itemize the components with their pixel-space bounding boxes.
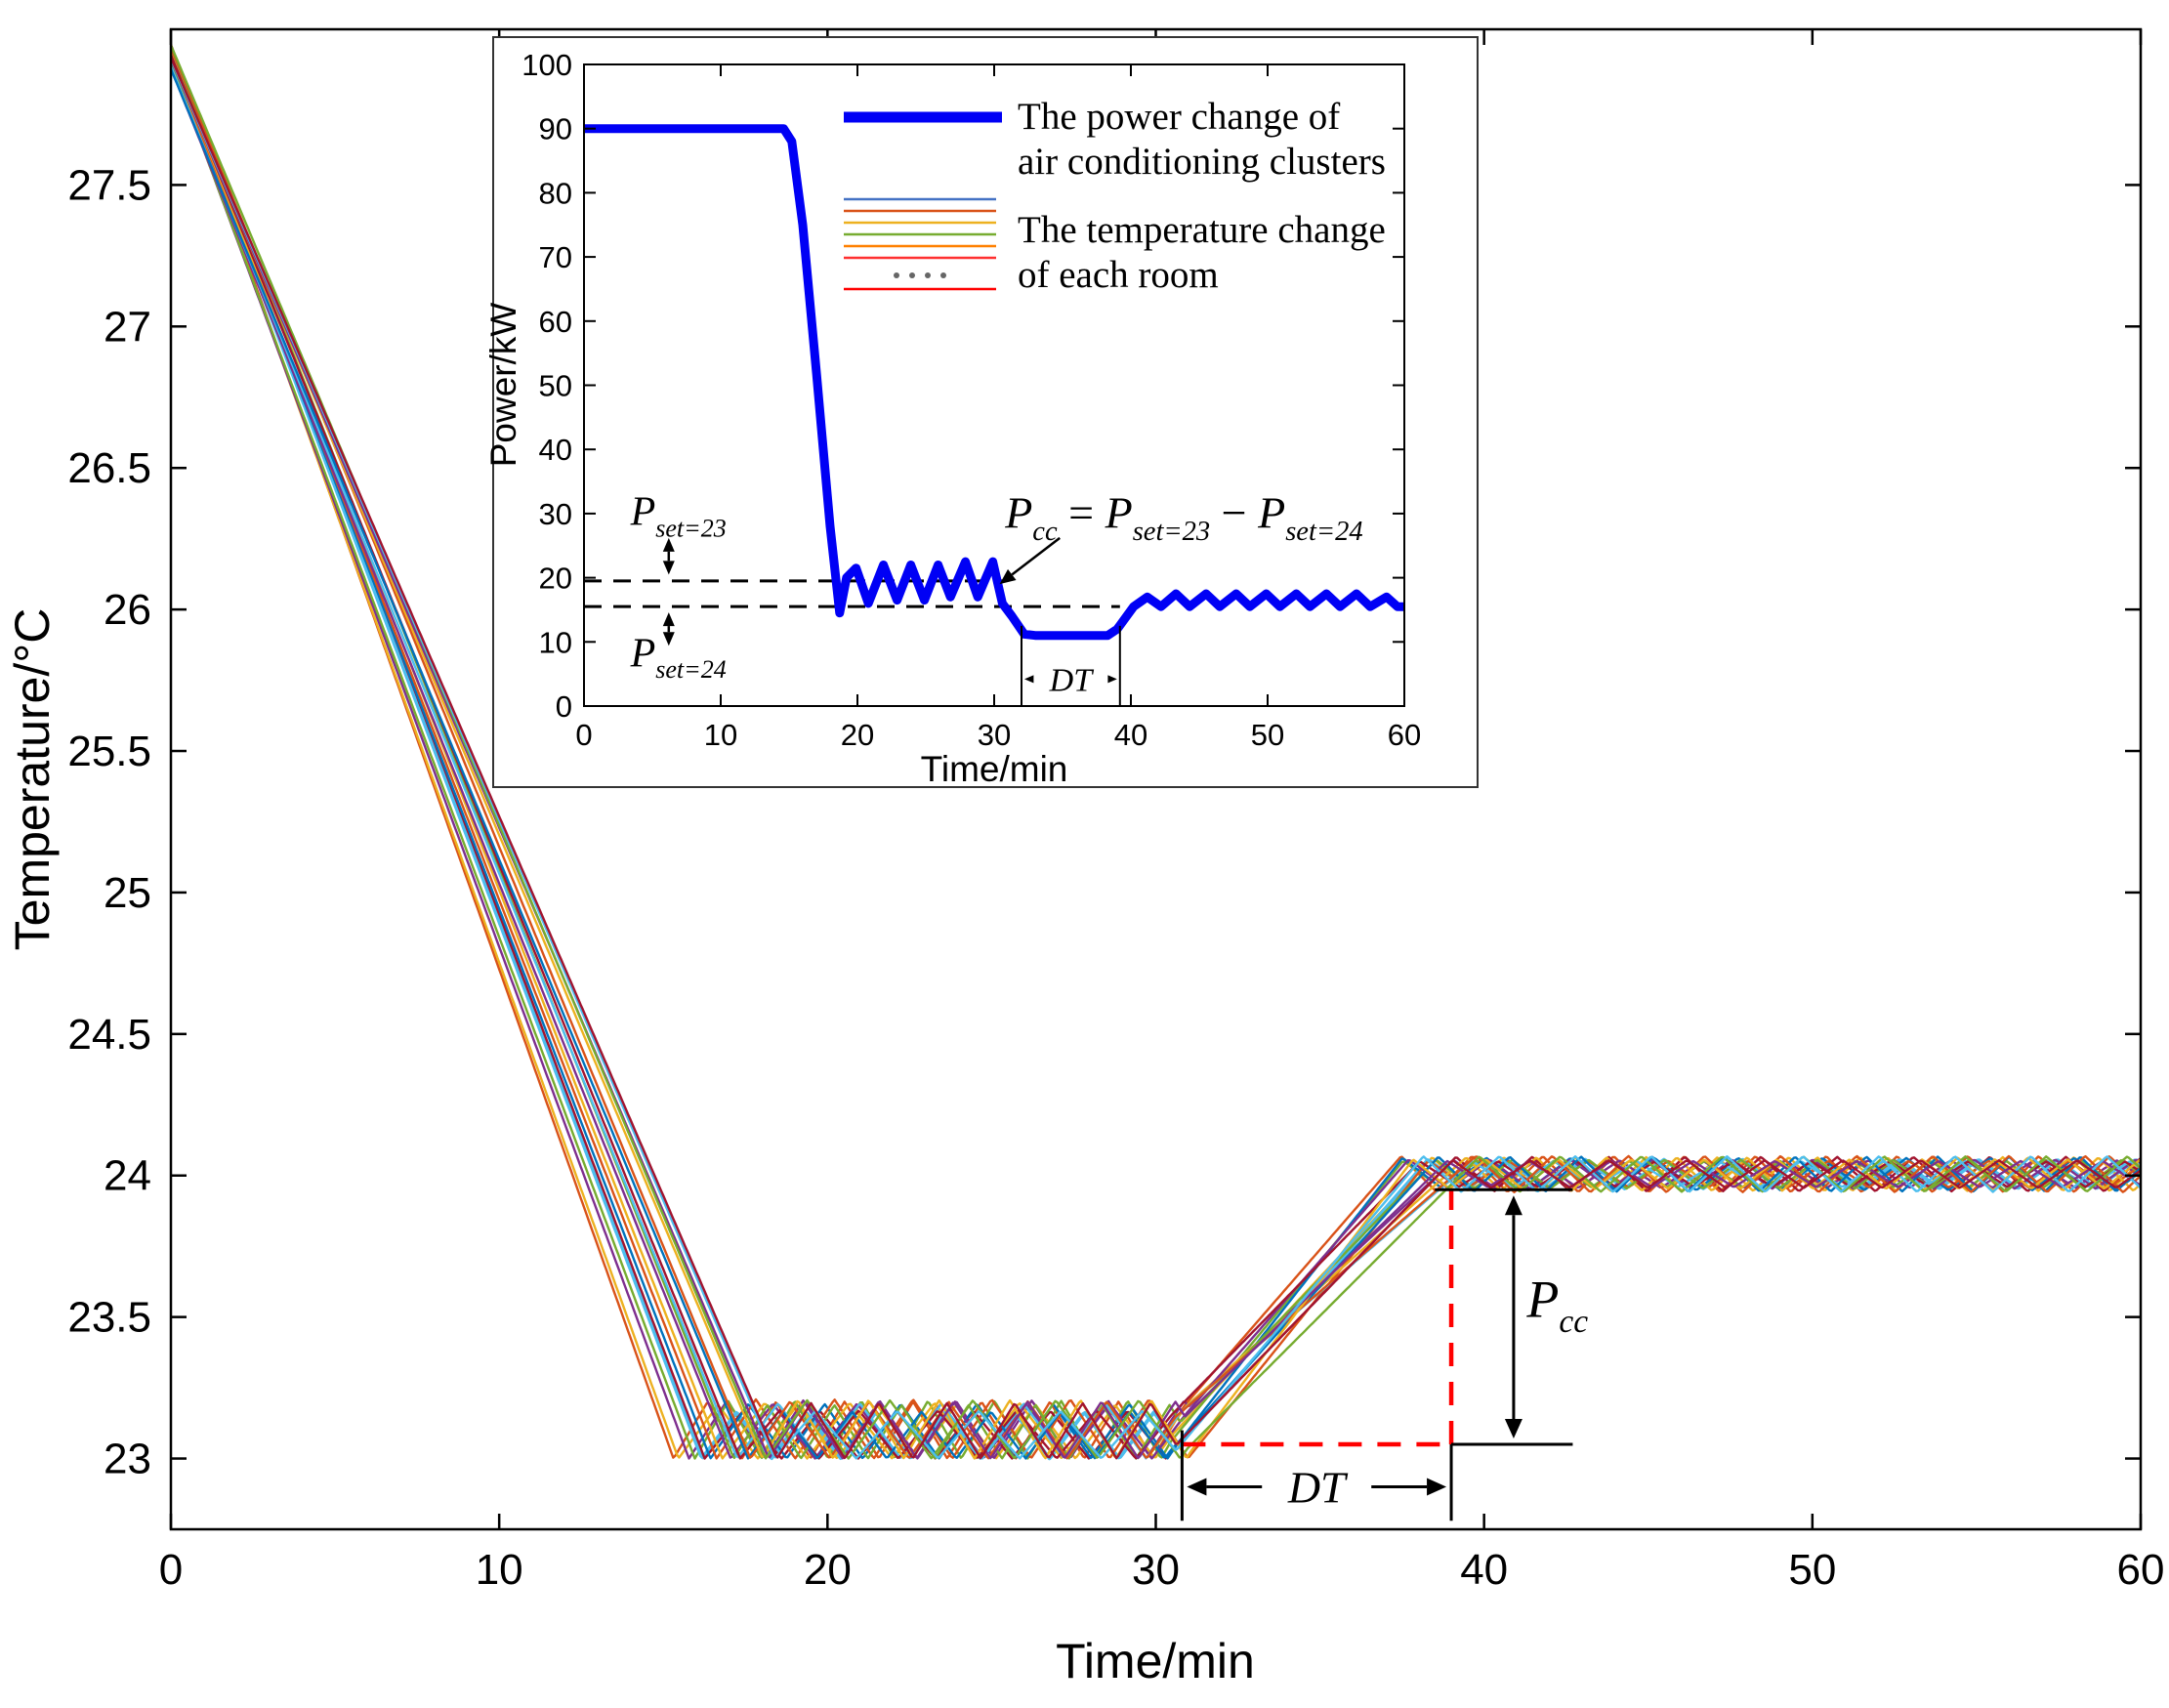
y-tick-label: 25.5 [67,728,151,775]
formula-arrow [1011,536,1061,576]
formula-part: P [1105,487,1133,537]
y-tick-label: 27 [104,303,151,351]
label-subscript: set=24 [655,655,727,684]
legend-ellipsis-dot [925,272,931,278]
x-tick-label: 0 [159,1546,183,1594]
y-tick-label: 26.5 [67,444,151,492]
y-tick-label: 23.5 [67,1294,151,1342]
x-axis-label: Time/min [1056,1634,1255,1688]
label-base: P [630,490,656,535]
room-temperature-line [171,57,2141,1460]
x-tick-label: 20 [804,1546,852,1594]
inset-x-axis-label: Time/min [921,749,1068,789]
y-axis-label: Temperature/°C [5,608,60,951]
pset23-label: Pset=23 [630,490,727,543]
inset-x-tick-label: 40 [1114,718,1147,752]
label-base: P [630,631,656,676]
pset24-arrow-head [662,612,675,627]
room-temperature-line [171,62,2141,1460]
inset-x-tick-label: 50 [1251,718,1284,752]
dt-arrow-head [1187,1478,1207,1496]
y-tick-label: 26 [104,586,151,634]
legend-room-label-line1: The temperature change [1018,209,1386,251]
inset-axis-ticks: 0 10 20 30 40 50 60 0 10 20 30 40 50 60 70 80 90 100 [521,48,1421,752]
x-tick-label: 40 [1460,1546,1508,1594]
main-axes: 0 10 20 30 40 50 60 23 23.5 24 24.5 25 25.5 26 26.5 27 2… [5,27,2164,1688]
pset24-arrow-head [662,632,675,646]
inset-x-tick-label: 0 [575,718,592,752]
formula-part: = [1058,487,1105,537]
legend-power-label-line1: The power change of [1018,96,1340,138]
power-line [584,124,1404,641]
power-series-group [584,124,1404,641]
room-temperature-line [171,58,2141,1460]
formula-arrow-head [999,568,1017,585]
inset-y-tick-label: 90 [539,112,572,146]
formula-part: − [1210,487,1258,537]
inset-y-tick-label: 50 [539,369,572,403]
inset-y-tick-label: 10 [539,625,572,659]
inset-y-tick-label: 20 [539,562,572,596]
y-tick-label: 25 [104,869,151,917]
formula-part: set=23 [1133,517,1210,547]
y-tick-label: 27.5 [67,161,151,209]
inset-y-tick-label: 40 [539,433,572,467]
label-base: P [1525,1271,1559,1329]
pcc-arrow-head [1504,1419,1522,1439]
x-tick-label: 60 [2117,1546,2165,1594]
inset-x-tick-label: 60 [1388,718,1421,752]
main-axis-ticks: 0 10 20 30 40 50 60 23 23.5 24 24.5 25 25.5 26 26.5 27 2… [67,29,2164,1594]
pset23-arrow-head [662,561,675,575]
pcc-label: Pcc [1525,1271,1588,1340]
legend-ellipsis-dot [909,272,915,278]
inset-panel-background [492,36,1479,788]
inset-dt-label-bg [1033,659,1108,699]
room-temperature-series-group [171,44,2141,1461]
pcc-arrow-head [1504,1195,1522,1216]
legend-room-label-line2: of each room [1018,254,1219,296]
pset23-arrow-head [662,537,675,552]
legend-power-label-line2: air conditioning clusters [1018,141,1386,183]
main-annotations: Pcc DT [1180,1187,1588,1521]
y-tick-label: 24.5 [67,1011,151,1059]
inset-x-tick-label: 30 [978,718,1011,752]
x-tick-label: 50 [1788,1546,1836,1594]
dt-arrow-head [1427,1478,1447,1496]
pset24-label: Pset=24 [630,631,727,684]
inset-x-tick-label: 10 [704,718,737,752]
room-temperature-line [171,67,2141,1460]
x-tick-label: 10 [476,1546,523,1594]
inset-y-tick-label: 0 [556,689,572,724]
legend-ellipsis-dot [894,272,899,278]
inset-y-tick-label: 80 [539,176,572,210]
dt-label: DT [1287,1463,1349,1513]
formula-part: P [1004,487,1032,537]
inset-y-tick-label: 60 [539,305,572,339]
label-subscript: cc [1559,1304,1588,1340]
formula-part: P [1257,487,1285,537]
legend-ellipsis-dot [940,272,946,278]
formula-part: set=24 [1285,517,1362,547]
dt-label-bg [1262,1460,1372,1514]
inset-y-tick-label: 100 [521,48,572,82]
inset-y-tick-label: 70 [539,240,572,274]
x-tick-label: 30 [1132,1546,1180,1594]
inset-dt-label: DT [1049,662,1095,698]
y-tick-label: 24 [104,1152,151,1200]
label-subscript: set=23 [655,514,727,542]
room-temperature-line [171,58,2141,1460]
room-temperature-line [171,54,2141,1460]
pcc-formula: Pcc = Pset=23 − Pset=24 [1004,487,1362,547]
y-tick-label: 23 [104,1436,151,1483]
inset-y-axis-label: Power/kW [483,303,523,468]
inset-y-tick-label: 30 [539,497,572,531]
inset-panel: 0 10 20 30 40 50 60 0 10 20 30 40 50 60 70 80 90 100 Pset… [483,36,1479,789]
inset-x-tick-label: 20 [841,718,874,752]
